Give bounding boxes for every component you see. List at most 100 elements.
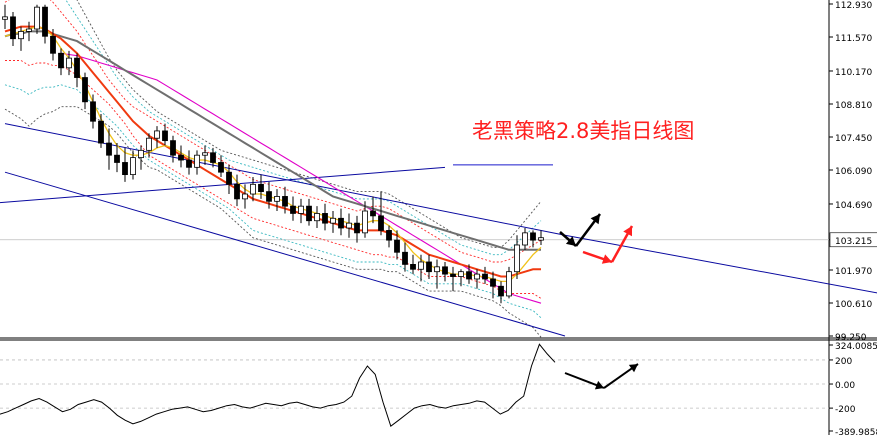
candle-body [154,130,160,139]
candle-body [42,6,48,37]
candle-body [250,183,256,195]
osc-axis-label: -200 [835,405,856,415]
price-axis-label: 110.170 [835,68,872,78]
candle-body [346,222,352,229]
chart-title: 老黑策略2.8美指日线图 [472,119,694,143]
osc-axis-label: 200 [835,357,852,367]
candle-body [234,183,240,200]
osc-axis-label: 324.0085 [835,342,877,352]
price-axis-label: 108.810 [835,101,872,111]
osc-axis-label: 0.00 [835,381,855,391]
candle-body [258,183,264,192]
candle-body [138,149,144,159]
candle-body [362,210,368,234]
candle-body [498,285,504,297]
candle-body [146,137,152,151]
candle-body [122,162,128,176]
candle-body [386,230,392,241]
candle-body [226,171,232,185]
candle-body [194,154,200,168]
candle-body [530,232,536,241]
candle-body [82,77,88,103]
band-dark-upper [76,0,542,248]
candle-body [210,152,216,163]
candle-body [66,57,72,69]
candle-body [74,57,80,78]
price-axis-label: 107.450 [835,134,872,144]
candle-body [466,271,472,280]
candle-body [218,162,224,173]
candle-body [474,273,480,280]
candle-body [402,251,408,265]
band-dark-lower [4,106,542,338]
candle-body [2,16,8,20]
candle-body [354,222,360,234]
price-axis-label: 99.250 [835,333,867,343]
price-axis-label: 104.690 [835,201,872,211]
candle-body [378,215,384,231]
extended-trend-line [564,234,877,294]
candle-body [514,244,520,273]
price-axis-label: 106.090 [835,167,872,177]
candle-body [322,213,328,224]
osc-arrow-down-head [594,380,604,390]
candle-body [434,266,440,273]
candle-body [26,28,32,32]
band-red-upper [4,0,542,263]
candle-body [506,271,512,297]
candle-body [178,154,184,161]
candle-body [370,210,376,217]
price-axis-label: 111.570 [835,34,872,44]
candle-body [58,52,64,69]
candle-body [170,140,176,156]
candle-body [114,154,120,163]
candle-body [202,152,208,156]
current-price-tag [829,232,877,248]
candle-body [50,35,56,54]
price-axis-label: 112.930 [835,1,872,11]
candle-body [418,261,424,270]
candle-body [266,191,272,202]
candle-body [10,16,16,40]
candle-body [34,6,40,30]
candle-body [522,232,528,246]
candle-body [442,266,448,275]
candle-body [450,273,456,277]
ma-gray [4,30,541,251]
price-axis-label: 101.970 [835,267,872,277]
price-axis-label: 100.610 [835,300,872,310]
arrow-red-down-head [601,254,612,264]
candle-body [186,159,192,168]
candle-body [330,217,336,224]
candle-body [274,196,280,202]
osc-arrow-up-head [628,364,638,373]
candle-body [338,217,344,229]
ma-red [4,25,541,278]
candle-body [314,213,320,222]
candle-body [482,273,488,280]
candle-body [290,205,296,214]
candle-body [306,205,312,222]
candle-body [162,130,168,142]
candle-body [426,261,432,273]
candle-body [130,157,136,176]
oscillator-line [0,343,556,428]
candle-body [490,278,496,287]
candle-body [90,101,96,122]
arrow-black-down-head [565,236,576,246]
candle-body [394,239,400,253]
candle-body [18,31,24,40]
channel-lower-line [4,171,566,337]
candle-body [106,142,112,156]
osc-axis-label: -389.9858 [835,428,877,435]
arrow-red-up-head [623,226,632,237]
candle-body [458,271,464,277]
candle-body [410,264,416,270]
candle-body [98,120,104,144]
candle-body [242,193,248,200]
candle-body [538,237,544,241]
current-price-label: 103.215 [835,237,872,247]
